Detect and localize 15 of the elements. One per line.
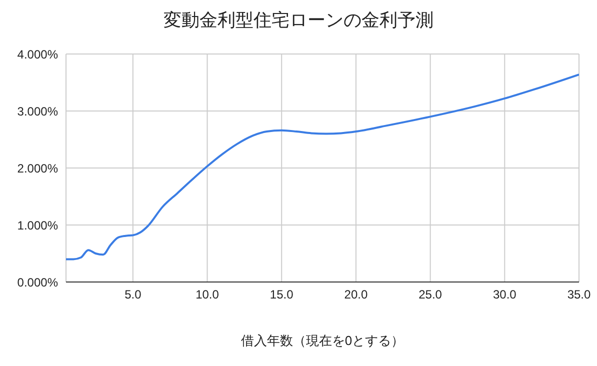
y-tick-label: 0.000% (17, 275, 58, 290)
y-tick-label: 2.000% (17, 161, 58, 176)
x-tick-label: 5.0 (124, 288, 142, 302)
y-tick-label: 3.000% (17, 104, 58, 118)
x-axis-title: 借入年数（現在を0とする） (240, 332, 406, 350)
x-tick-label: 35.0 (567, 288, 591, 302)
y-tick-label: 4.000% (17, 47, 58, 62)
x-tick-label: 15.0 (270, 288, 294, 302)
x-tick-label: 30.0 (492, 288, 517, 302)
x-tick-label: 25.0 (418, 288, 442, 302)
x-tick-label: 20.0 (344, 288, 368, 302)
chart-title: 変動金利型住宅ローンの金利予測 (162, 9, 434, 32)
y-tick-label: 1.000% (17, 218, 58, 232)
x-tick-label: 10.0 (196, 288, 220, 302)
line-series (66, 74, 579, 260)
